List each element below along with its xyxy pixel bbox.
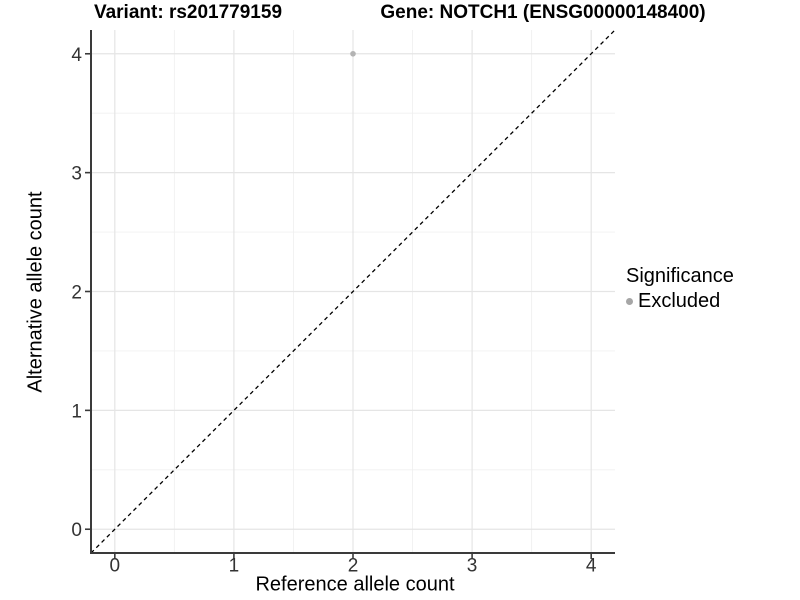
x-tick-label: 1	[229, 556, 240, 577]
x-tick-label: 4	[586, 556, 597, 577]
legend-key-dot-icon	[626, 297, 633, 305]
y-tick-label: 4	[71, 45, 82, 66]
plot-title-variant: Variant: rs201779159	[93, 2, 283, 23]
legend-title: Significance	[626, 265, 734, 287]
plot-title-gene: Gene: NOTCH1 (ENSG00000148400)	[380, 2, 706, 23]
y-tick-label: 1	[71, 401, 82, 422]
data-point	[350, 50, 356, 57]
legend-item: Excluded	[626, 289, 734, 313]
y-tick-label: 3	[71, 164, 82, 185]
y-axis-title: Alternative allele count	[24, 191, 47, 393]
y-tick-label: 2	[71, 283, 82, 304]
x-tick-label: 3	[467, 556, 478, 577]
y-tick-label: 0	[71, 520, 82, 541]
x-tick-label: 0	[110, 556, 121, 577]
legend: Significance Excluded	[626, 264, 734, 313]
legend-item-label: Excluded	[638, 290, 721, 312]
identity-line	[90, 29, 616, 554]
x-axis-title: Reference allele count	[255, 573, 455, 596]
x-tick-label: 2	[348, 556, 359, 577]
legend-items: Excluded	[626, 289, 734, 313]
